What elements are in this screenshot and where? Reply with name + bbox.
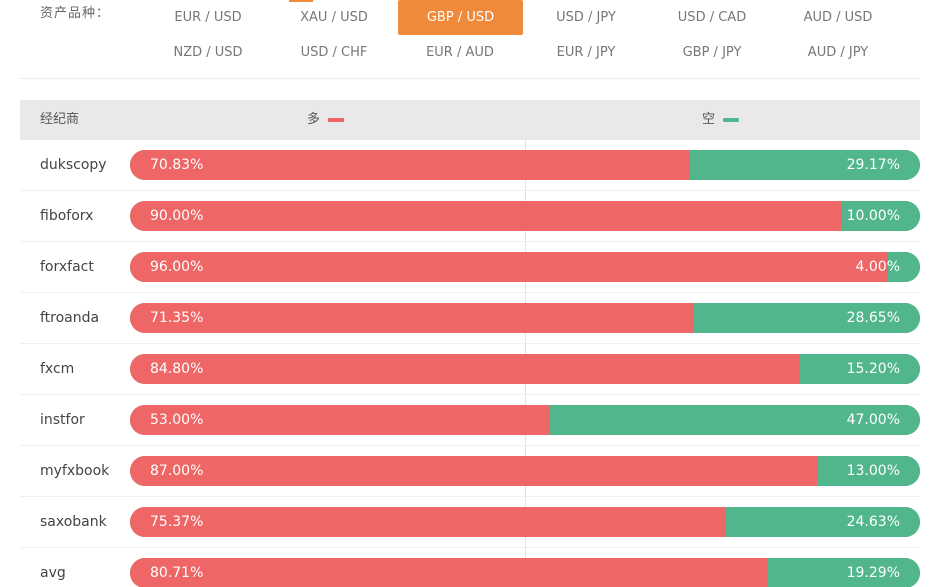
short-percent: 15.20% bbox=[846, 361, 900, 377]
table-row: fiboforx 90.00% 10.00% bbox=[20, 191, 920, 242]
short-percent: 19.29% bbox=[846, 565, 900, 581]
table-row: fxcm 84.80% 15.20% bbox=[20, 344, 920, 395]
broker-name: fxcm bbox=[40, 361, 75, 377]
sentiment-bar: 75.37% 24.63% bbox=[130, 507, 920, 537]
sentiment-bar: 84.80% 15.20% bbox=[130, 354, 920, 384]
long-legend-swatch bbox=[328, 118, 345, 122]
sentiment-bar: 87.00% 13.00% bbox=[130, 456, 920, 486]
asset-option-eur-aud[interactable]: EUR / AUD bbox=[426, 45, 494, 60]
short-percent: 24.63% bbox=[846, 514, 900, 530]
long-bar-segment bbox=[130, 354, 800, 384]
long-percent: 70.83% bbox=[150, 157, 204, 173]
long-bar-segment bbox=[130, 150, 690, 180]
table-row: myfxbook 87.00% 13.00% bbox=[20, 446, 920, 497]
short-legend-swatch bbox=[723, 118, 740, 122]
short-percent: 10.00% bbox=[846, 208, 900, 224]
broker-table-body: dukscopy 70.83% 29.17% fiboforx 90.00% 1… bbox=[20, 140, 920, 587]
short-bar-segment bbox=[693, 303, 920, 333]
asset-option-eur-jpy[interactable]: EUR / JPY bbox=[556, 45, 616, 60]
sentiment-bar: 71.35% 28.65% bbox=[130, 303, 920, 333]
long-percent: 84.80% bbox=[150, 361, 204, 377]
asset-option-usd-jpy[interactable]: USD / JPY bbox=[556, 10, 616, 25]
short-percent: 28.65% bbox=[846, 310, 900, 326]
asset-option-usd-chf[interactable]: USD / CHF bbox=[300, 45, 368, 60]
long-bar-segment bbox=[130, 303, 694, 333]
table-row: avg 80.71% 19.29% bbox=[20, 548, 920, 587]
sentiment-bar: 80.71% 19.29% bbox=[130, 558, 920, 587]
asset-filter-label: 资产品种： bbox=[40, 6, 111, 21]
broker-name: dukscopy bbox=[40, 157, 107, 173]
long-percent: 87.00% bbox=[150, 463, 204, 479]
broker-name: fiboforx bbox=[40, 208, 94, 224]
asset-option-xau-usd[interactable]: XAU / USD bbox=[300, 10, 368, 25]
long-bar-segment bbox=[130, 201, 841, 231]
broker-name: avg bbox=[40, 565, 66, 581]
broker-name: saxobank bbox=[40, 514, 107, 530]
broker-name: forxfact bbox=[40, 259, 94, 275]
long-bar-segment bbox=[130, 456, 818, 486]
long-bar-segment bbox=[130, 405, 549, 435]
header-short-label: 空 bbox=[702, 112, 716, 127]
long-percent: 71.35% bbox=[150, 310, 204, 326]
filter-divider bbox=[20, 78, 920, 79]
table-row: instfor 53.00% 47.00% bbox=[20, 395, 920, 446]
sentiment-bar: 53.00% 47.00% bbox=[130, 405, 920, 435]
header-broker: 经纪商 bbox=[40, 112, 80, 127]
broker-name: myfxbook bbox=[40, 463, 110, 479]
header-short: 空 bbox=[702, 100, 740, 140]
asset-option-nzd-usd[interactable]: NZD / USD bbox=[173, 45, 243, 60]
asset-option-gbp-usd-selected[interactable]: GBP / USD bbox=[398, 0, 523, 35]
asset-filter-grid: EUR / USD XAU / USD GBP / USD USD / JPY … bbox=[145, 0, 901, 70]
table-row: dukscopy 70.83% 29.17% bbox=[20, 140, 920, 191]
asset-option-aud-jpy[interactable]: AUD / JPY bbox=[807, 45, 869, 60]
short-bar-segment bbox=[888, 252, 920, 282]
table-row: ftroanda 71.35% 28.65% bbox=[20, 293, 920, 344]
long-percent: 53.00% bbox=[150, 412, 204, 428]
asset-accent-mark bbox=[289, 0, 313, 2]
sentiment-bar: 90.00% 10.00% bbox=[130, 201, 920, 231]
short-percent: 13.00% bbox=[846, 463, 900, 479]
short-bar-segment bbox=[689, 150, 920, 180]
long-percent: 75.37% bbox=[150, 514, 204, 530]
asset-option-gbp-jpy[interactable]: GBP / JPY bbox=[682, 45, 742, 60]
sentiment-bar: 70.83% 29.17% bbox=[130, 150, 920, 180]
short-bar-segment bbox=[767, 558, 920, 587]
long-percent: 90.00% bbox=[150, 208, 204, 224]
short-percent: 4.00% bbox=[855, 259, 900, 275]
short-bar-segment bbox=[817, 456, 920, 486]
table-header: 经纪商 多 空 bbox=[20, 100, 920, 140]
long-bar-segment bbox=[130, 558, 768, 587]
long-percent: 80.71% bbox=[150, 565, 204, 581]
table-row: forxfact 96.00% 4.00% bbox=[20, 242, 920, 293]
header-long: 多 bbox=[307, 100, 345, 140]
short-percent: 29.17% bbox=[846, 157, 900, 173]
short-bar-segment bbox=[799, 354, 920, 384]
long-bar-segment bbox=[130, 252, 889, 282]
asset-option-eur-usd[interactable]: EUR / USD bbox=[174, 10, 242, 25]
short-bar-segment bbox=[548, 405, 920, 435]
header-long-label: 多 bbox=[307, 112, 321, 127]
broker-name: instfor bbox=[40, 412, 85, 428]
sentiment-bar: 96.00% 4.00% bbox=[130, 252, 920, 282]
asset-option-aud-usd[interactable]: AUD / USD bbox=[803, 10, 873, 25]
short-percent: 47.00% bbox=[846, 412, 900, 428]
table-row: saxobank 75.37% 24.63% bbox=[20, 497, 920, 548]
short-bar-segment bbox=[841, 201, 920, 231]
long-percent: 96.00% bbox=[150, 259, 204, 275]
broker-name: ftroanda bbox=[40, 310, 100, 326]
center-divider-line bbox=[525, 140, 526, 560]
asset-option-usd-cad[interactable]: USD / CAD bbox=[677, 10, 747, 25]
short-bar-segment bbox=[725, 507, 920, 537]
long-bar-segment bbox=[130, 507, 726, 537]
